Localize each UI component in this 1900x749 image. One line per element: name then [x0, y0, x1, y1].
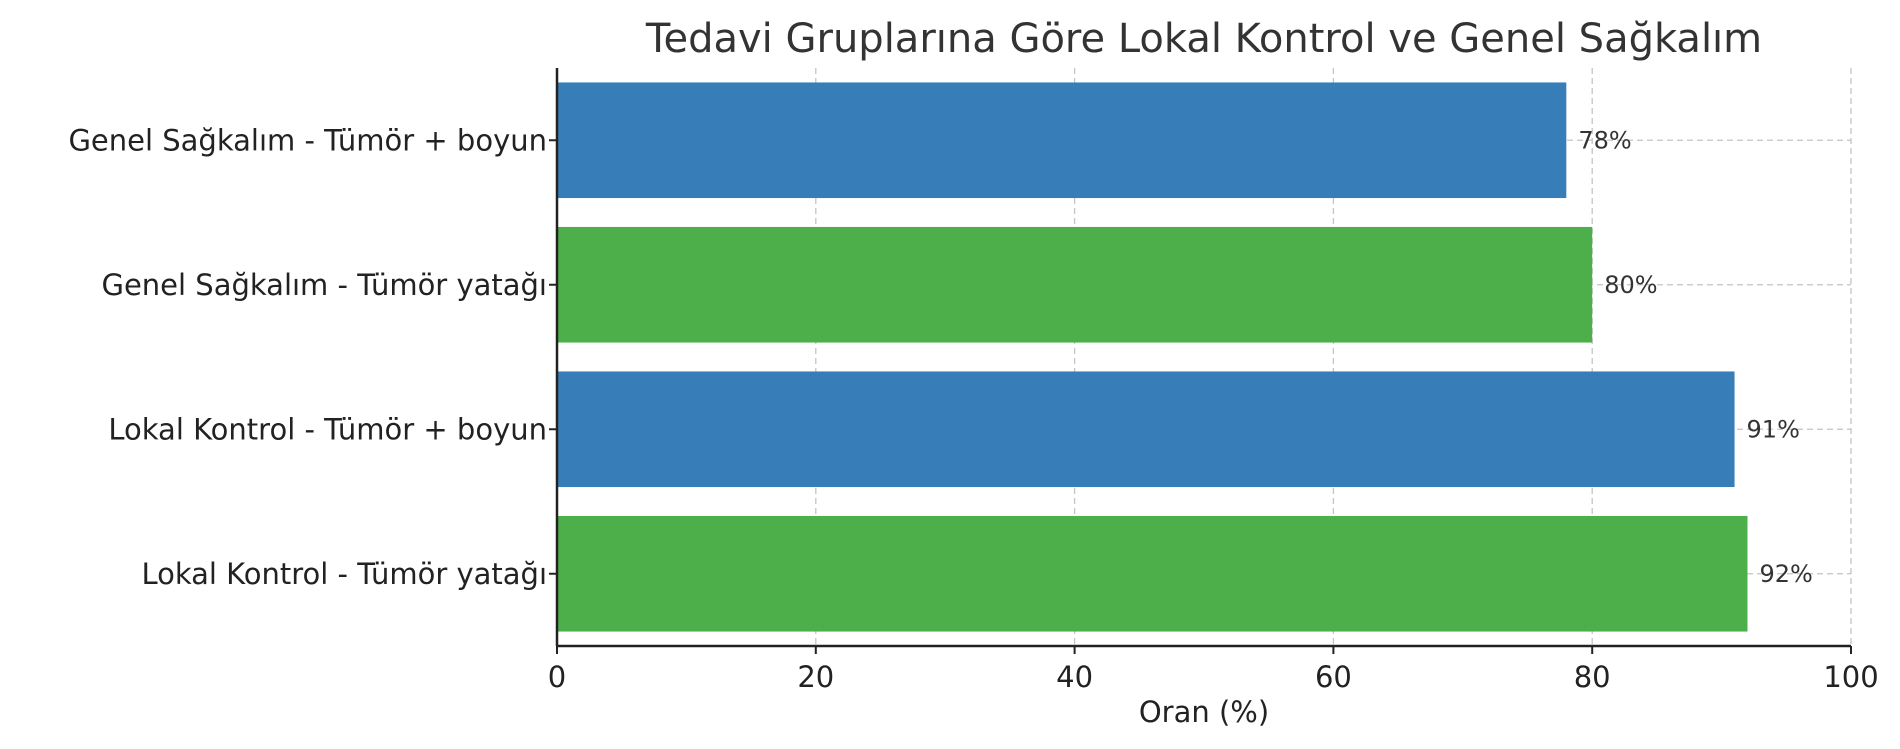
x-tick-label: 40: [1056, 660, 1093, 694]
bar-value-label: 80%: [1604, 271, 1657, 299]
chart-title: Tedavi Gruplarına Göre Lokal Kontrol ve …: [645, 16, 1762, 62]
x-axis-label: Oran (%): [1139, 695, 1269, 729]
category-label: Genel Sağkalım - Tümör yatağı: [101, 268, 547, 302]
x-tick-label: 20: [797, 660, 834, 694]
bar: [557, 82, 1567, 199]
labels-layer: 0 20 40 60 80 100 Genel Sağkalım - Tümör + boy…: [68, 123, 1878, 694]
bar-value-label: 91%: [1747, 415, 1800, 443]
category-label: Lokal Kontrol - Tümör + boyun: [108, 412, 547, 446]
x-tick-label: 60: [1315, 660, 1352, 694]
bar: [557, 515, 1748, 632]
axes-layer: [549, 68, 1852, 654]
category-label: Genel Sağkalım - Tümör + boyun: [68, 123, 547, 157]
bar-value-label: 92%: [1759, 560, 1812, 588]
bar-value-label: 78%: [1578, 126, 1631, 154]
x-tick-label: 0: [548, 660, 566, 694]
x-tick-label: 80: [1574, 660, 1611, 694]
bar: [557, 371, 1735, 488]
x-tick-label: 100: [1823, 660, 1878, 694]
bar: [557, 226, 1593, 343]
category-label: Lokal Kontrol - Tümör yatağı: [141, 557, 547, 591]
bars-layer: [557, 82, 1748, 632]
